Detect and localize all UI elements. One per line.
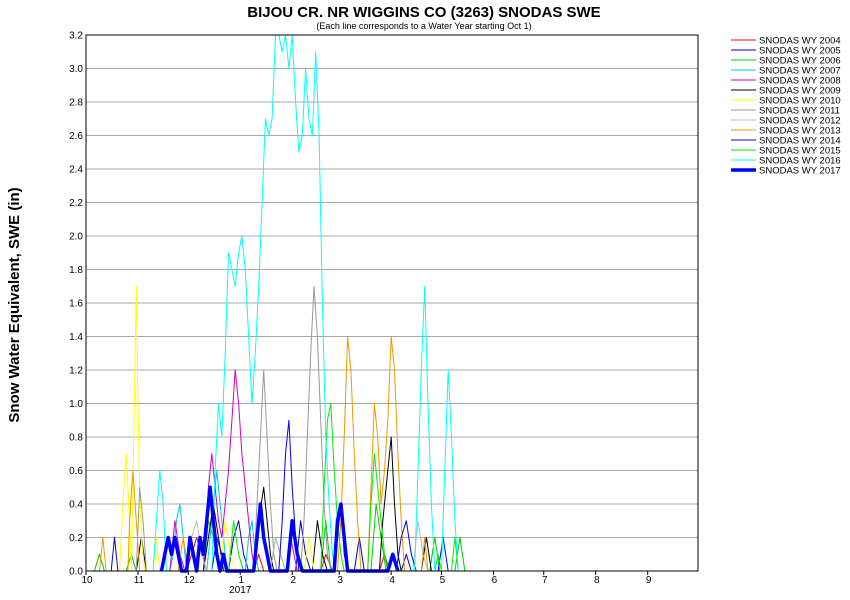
legend-label: SNODAS WY 2008	[759, 76, 841, 87]
y-tick-label: 1.8	[69, 265, 83, 276]
y-tick-label: 0.4	[69, 500, 83, 511]
y-tick-label: 0.6	[69, 466, 83, 477]
x-tick-label: 9	[646, 575, 652, 586]
x-tick-label: 4	[389, 575, 395, 586]
y-tick-label: 1.2	[69, 366, 83, 377]
y-tick-label: 3.0	[69, 64, 83, 75]
legend-label: SNODAS WY 2007	[759, 66, 841, 77]
legend-label: SNODAS WY 2004	[759, 36, 841, 47]
series-line-6	[119, 285, 315, 572]
series-line-8	[186, 520, 429, 572]
y-tick-label: 0.8	[69, 433, 83, 444]
x-tick-label: 1	[238, 575, 244, 586]
series-line-12	[152, 34, 459, 572]
x-tick-label: 3	[337, 575, 343, 586]
legend-label: SNODAS WY 2016	[759, 156, 841, 167]
plot-frame	[85, 34, 699, 572]
x-tick-label: 7	[542, 575, 548, 586]
legend-label: SNODAS WY 2006	[759, 56, 841, 67]
grid-lines	[86, 68, 698, 538]
chart-subtitle: (Each line corresponds to a Water Year s…	[316, 21, 531, 31]
y-axis-label: Snow Water Equivalent, SWE (in)	[6, 187, 23, 422]
y-tick-label: 0.2	[69, 533, 83, 544]
legend-label: SNODAS WY 2015	[759, 146, 841, 157]
y-tick-label: 2.6	[69, 131, 83, 142]
x-tick-label: 5	[440, 575, 446, 586]
y-tick-label: 2.8	[69, 98, 83, 109]
x-tick-label: 2	[290, 575, 296, 586]
series-line-9	[98, 336, 429, 572]
x-tick-label: 10	[81, 575, 93, 586]
y-tick-label: 2.4	[69, 165, 83, 176]
y-tick-label: 2.2	[69, 198, 83, 209]
y-tick-label: 1.0	[69, 399, 83, 410]
y-tick-label: 1.6	[69, 299, 83, 310]
legend-label: SNODAS WY 2014	[759, 136, 841, 147]
legend-label: SNODAS WY 2011	[759, 106, 840, 117]
x-tick-label: 8	[594, 575, 600, 586]
legend-label: SNODAS WY 2009	[759, 86, 841, 97]
x-tick-label: 12	[184, 575, 196, 586]
y-tick-labels: 0.0 0.2 0.4 0.6 0.8 1.0 1.2 1.4 1.6 1.8 2.0 2.2 2.4 2…	[69, 31, 83, 578]
legend-label: SNODAS WY 2017	[759, 166, 841, 177]
legend-label: SNODAS WY 2013	[759, 126, 841, 137]
x-tick-label: 11	[134, 575, 145, 586]
legend-label: SNODAS WY 2012	[759, 116, 841, 127]
chart-title: BIJOU CR. NR WIGGINS CO (3263) SNODAS SW…	[247, 4, 600, 21]
legend-label: SNODAS WY 2005	[759, 46, 841, 57]
y-tick-label: 2.0	[69, 232, 83, 243]
y-tick-label: 0.0	[69, 567, 83, 578]
legend-label: SNODAS WY 2010	[759, 96, 841, 107]
y-tick-label: 1.4	[69, 332, 83, 343]
y-tick-label: 3.2	[69, 31, 83, 42]
x-tick-label: 6	[492, 575, 498, 586]
x-year-label: 2017	[229, 585, 252, 596]
